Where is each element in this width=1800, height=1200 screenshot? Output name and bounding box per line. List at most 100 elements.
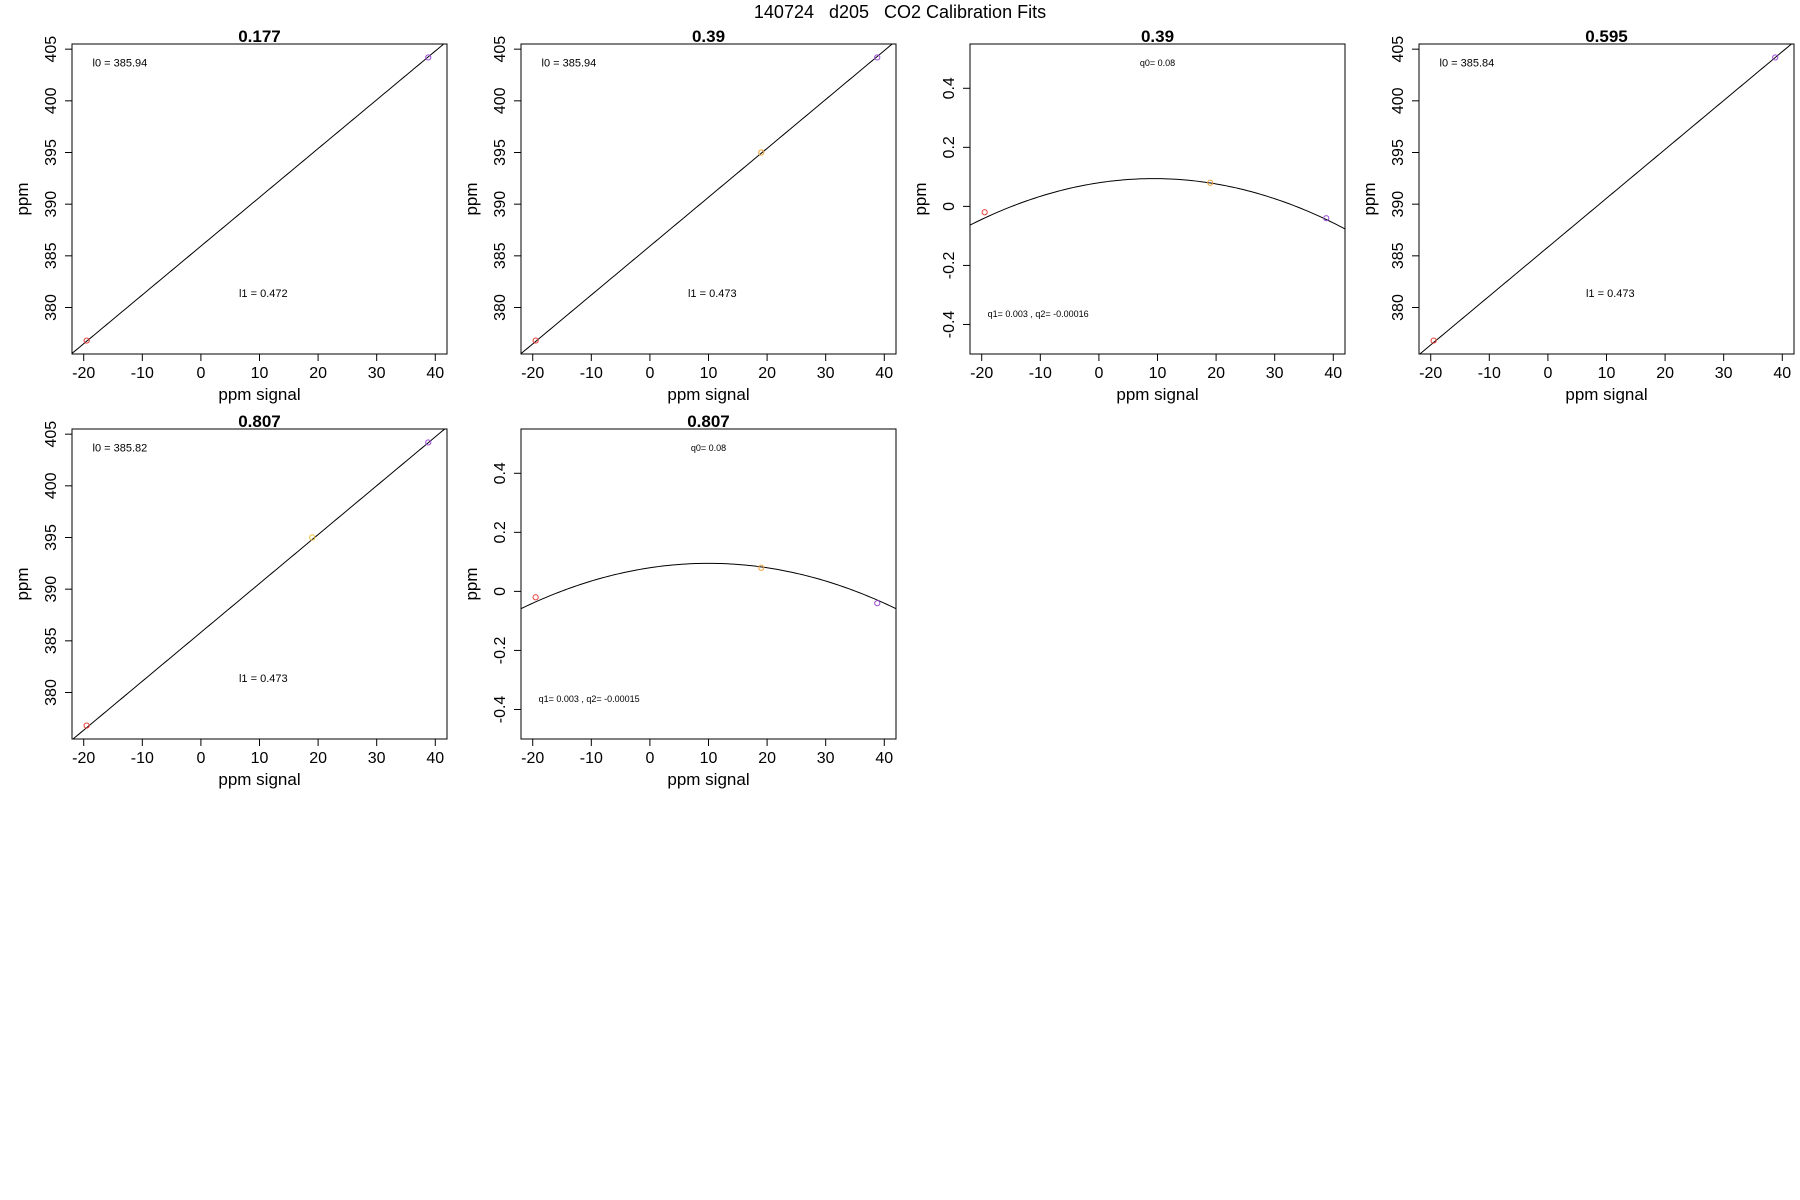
data-point-1	[532, 337, 539, 344]
y-tick-label: -0.2	[492, 637, 509, 665]
y-tick-label: 405	[43, 36, 60, 63]
x-tick-label: 20	[1207, 365, 1225, 382]
y-tick-label: 0.4	[492, 462, 509, 484]
y-tick-label: 380	[43, 679, 60, 706]
x-tick-label: 30	[817, 750, 835, 767]
x-tick-label: 10	[251, 750, 269, 767]
y-axis-label: ppm	[462, 567, 481, 600]
y-tick-label: 0.2	[492, 521, 509, 543]
x-tick-label: 40	[1324, 365, 1342, 382]
calibration-plot-3: -20 -10 0 10 20 30 40 -0.4 -0.2 0 0.2 0.4 ppm signal…	[898, 0, 1355, 431]
data-point-1	[981, 209, 988, 216]
y-tick-label: 390	[1390, 191, 1407, 218]
data-point-2	[425, 54, 432, 61]
panel-title: 0.177	[238, 27, 281, 46]
x-tick-label: -10	[580, 365, 603, 382]
y-tick-label: 385	[492, 242, 509, 269]
y-tick-label: 395	[492, 139, 509, 166]
plot-svg: -20 -10 0 10 20 30 40 380 385 390 395 400 405 ppm sig…	[13, 412, 448, 789]
calibration-plot-5: -20 -10 0 10 20 30 40 380 385 390 395 400 405 ppm sig…	[0, 385, 457, 816]
data-point-1	[1430, 337, 1437, 344]
fit-line	[1419, 44, 1793, 354]
fit-annotation: l1 = 0.472	[239, 288, 288, 300]
y-tick-label: 400	[492, 87, 509, 114]
y-tick-label: 395	[1390, 139, 1407, 166]
y-tick-label: 385	[43, 627, 60, 654]
x-tick-label: -10	[131, 365, 154, 382]
fit-line	[521, 562, 896, 610]
y-tick-label: 395	[43, 139, 60, 166]
y-tick-label: -0.4	[492, 696, 509, 724]
panel-title: 0.39	[1141, 27, 1174, 46]
panel-title: 0.39	[692, 27, 725, 46]
y-axis-label: ppm	[13, 182, 32, 215]
x-tick-label: -10	[1478, 365, 1501, 382]
plot-area: -20 -10 0 10 20 30 40 380 385 390 395 400 405 ppm sig…	[1360, 27, 1795, 404]
plot-area: -20 -10 0 10 20 30 40 -0.4 -0.2 0 0.2 0.4 ppm signal…	[911, 27, 1346, 404]
fit-line	[521, 44, 893, 354]
x-tick-label: 20	[758, 365, 776, 382]
x-tick-label: -20	[72, 750, 95, 767]
x-tick-label: 40	[426, 365, 444, 382]
y-tick-label: 405	[43, 421, 60, 448]
x-tick-label: 40	[1773, 365, 1791, 382]
data-point-2	[758, 564, 765, 571]
fit-annotation: q0= 0.08	[691, 443, 726, 453]
x-tick-label: -20	[521, 365, 544, 382]
x-tick-label: 20	[758, 750, 776, 767]
plot-frame	[969, 43, 1346, 355]
data-point-1	[83, 722, 90, 729]
x-tick-label: 30	[1715, 365, 1733, 382]
panel-title: 0.807	[687, 412, 730, 431]
fit-line	[970, 178, 1345, 230]
fit-annotation: l0 = 385.94	[542, 58, 597, 70]
y-tick-label: 400	[1390, 87, 1407, 114]
y-tick-label: -0.2	[941, 252, 958, 280]
x-tick-label: 0	[196, 750, 205, 767]
x-tick-label: 0	[1543, 365, 1552, 382]
plot-area: -20 -10 0 10 20 30 40 380 385 390 395 400 405 ppm sig…	[13, 412, 448, 789]
plot-area: -20 -10 0 10 20 30 40 380 385 390 395 400 405 ppm sig…	[462, 27, 897, 404]
y-tick-label: 390	[43, 576, 60, 603]
y-axis-label: ppm	[1360, 182, 1379, 215]
plot-area: -20 -10 0 10 20 30 40 380 385 390 395 400 405 ppm sig…	[13, 27, 448, 404]
x-axis-label: ppm signal	[667, 770, 749, 789]
x-axis-label: ppm signal	[667, 385, 749, 404]
plot-svg: -20 -10 0 10 20 30 40 -0.4 -0.2 0 0.2 0.4 ppm signal…	[462, 412, 897, 789]
x-tick-label: -20	[970, 365, 993, 382]
y-tick-label: 390	[43, 191, 60, 218]
calibration-plot-1: -20 -10 0 10 20 30 40 380 385 390 395 400 405 ppm sig…	[0, 0, 457, 431]
fit-annotation: q1= 0.003 , q2= -0.00016	[988, 309, 1089, 319]
data-point-2	[758, 149, 765, 156]
y-tick-label: 0	[941, 202, 958, 211]
data-point-3	[874, 600, 881, 607]
x-tick-label: -20	[72, 365, 95, 382]
fit-annotation: l1 = 0.473	[1586, 288, 1635, 300]
x-tick-label: 30	[368, 365, 386, 382]
x-tick-label: -10	[1029, 365, 1052, 382]
x-tick-label: -10	[580, 750, 603, 767]
calibration-plot-6: -20 -10 0 10 20 30 40 -0.4 -0.2 0 0.2 0.4 ppm signal…	[449, 385, 906, 816]
fit-line	[72, 429, 446, 739]
y-axis-label: ppm	[462, 182, 481, 215]
y-tick-label: -0.4	[941, 311, 958, 339]
x-tick-label: 40	[875, 750, 893, 767]
y-axis-label: ppm	[911, 182, 930, 215]
x-tick-label: 0	[196, 365, 205, 382]
y-tick-label: 0.2	[941, 136, 958, 158]
calibration-plot-4: -20 -10 0 10 20 30 40 380 385 390 395 400 405 ppm sig…	[1347, 0, 1800, 431]
x-tick-label: 10	[1149, 365, 1167, 382]
fit-annotation: l0 = 385.82	[93, 443, 148, 455]
y-tick-label: 405	[1390, 36, 1407, 63]
y-axis-label: ppm	[13, 567, 32, 600]
x-tick-label: -20	[521, 750, 544, 767]
y-tick-label: 380	[1390, 294, 1407, 321]
x-axis-label: ppm signal	[218, 770, 300, 789]
y-tick-label: 400	[43, 472, 60, 499]
fit-annotation: l1 = 0.473	[239, 673, 288, 685]
fit-annotation: l0 = 385.84	[1440, 58, 1495, 70]
x-tick-label: 40	[426, 750, 444, 767]
y-tick-label: 0	[492, 587, 509, 596]
plot-frame	[71, 43, 448, 355]
